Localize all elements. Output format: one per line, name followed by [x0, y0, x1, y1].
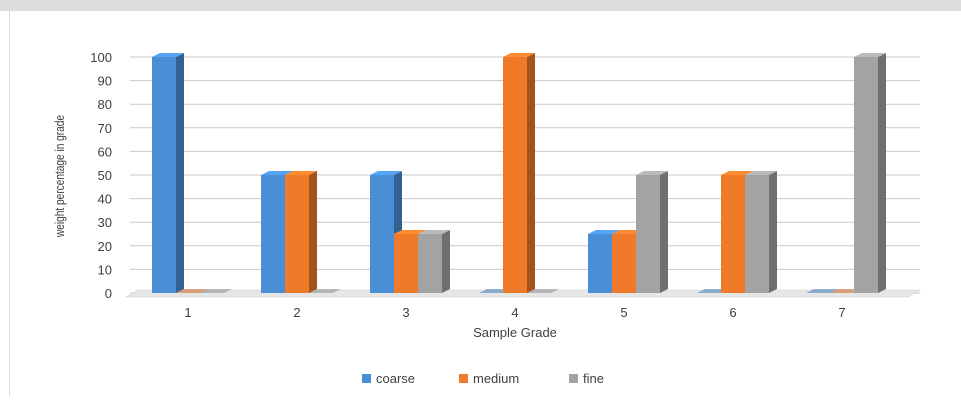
bar-fine-6 [745, 171, 777, 293]
bars [152, 53, 886, 293]
x-tick-label: 7 [838, 305, 845, 320]
legend-swatch-medium [459, 374, 468, 383]
y-tick-label: 70 [98, 121, 112, 136]
y-tick-label: 20 [98, 239, 112, 254]
x-axis-title: Sample Grade [473, 325, 557, 340]
y-tick-label: 60 [98, 144, 112, 159]
x-tick-label: 2 [293, 305, 300, 320]
bar-fine-4 [527, 289, 559, 293]
legend-label-medium: medium [473, 371, 519, 386]
bar-fine-3 [418, 230, 450, 293]
y-tick-label: 80 [98, 97, 112, 112]
x-axis-ticks: 1 2 3 4 5 6 7 [184, 305, 845, 320]
y-tick-label: 40 [98, 192, 112, 207]
legend-swatch-fine [569, 374, 578, 383]
legend-label-coarse: coarse [376, 371, 415, 386]
bar-coarse-7 [806, 289, 838, 293]
bar-medium-4 [503, 53, 535, 293]
x-tick-label: 4 [511, 305, 518, 320]
y-tick-label: 0 [105, 286, 112, 301]
bar-medium-1 [176, 289, 208, 293]
y-tick-label: 10 [98, 262, 112, 277]
x-tick-label: 3 [402, 305, 409, 320]
bar-fine-7 [854, 53, 886, 293]
legend-label-fine: fine [583, 371, 604, 386]
bar-medium-2 [285, 171, 317, 293]
y-tick-label: 50 [98, 168, 112, 183]
legend: coarse medium fine [362, 371, 604, 386]
y-tick-label: 100 [90, 50, 112, 65]
bar-fine-2 [309, 289, 341, 293]
x-tick-label: 5 [620, 305, 627, 320]
bar-fine-5 [636, 171, 668, 293]
y-tick-label: 30 [98, 215, 112, 230]
bar-fine-1 [200, 289, 232, 293]
x-tick-label: 6 [729, 305, 736, 320]
left-border [9, 11, 10, 396]
y-axis-title: weight percentage in grade [53, 115, 67, 238]
y-axis-ticks: 0 10 20 30 40 50 60 70 80 90 100 [90, 50, 112, 301]
x-tick-label: 1 [184, 305, 191, 320]
y-tick-label: 90 [98, 74, 112, 89]
top-band [0, 0, 961, 11]
bar-coarse-1 [152, 53, 184, 293]
legend-swatch-coarse [362, 374, 371, 383]
